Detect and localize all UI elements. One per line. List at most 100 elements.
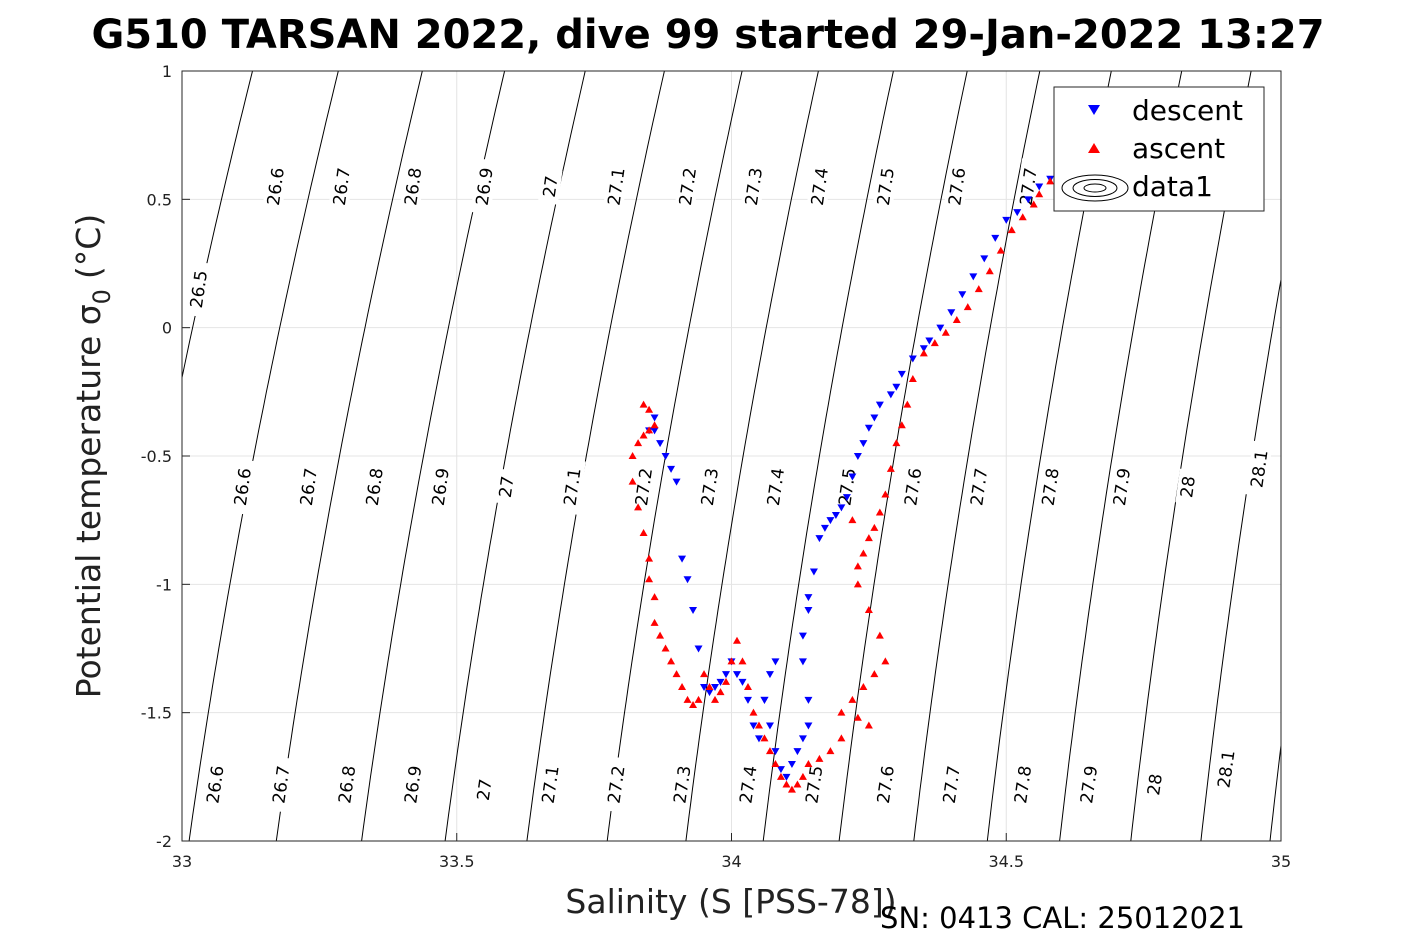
ascent-point-17 <box>886 464 895 472</box>
contour-label-bg-33 <box>471 771 497 808</box>
ascent-point-21 <box>864 534 873 542</box>
contour-label-bg-30 <box>267 756 295 813</box>
contour-28.1 <box>1269 741 1281 841</box>
contour-label-16: 26.9 <box>426 458 454 515</box>
y-axis-label: Potential temperature σ0 (°C) <box>69 214 116 698</box>
contour-label-text-11: 27.6 <box>945 167 970 207</box>
contour-label-text-18: 27.1 <box>561 467 586 507</box>
contour-label-bg-39 <box>871 756 900 813</box>
descent-point-29 <box>809 568 818 576</box>
contour-27.4 <box>762 71 894 841</box>
ascent-point-79 <box>639 400 648 408</box>
contour-labels: 26.5 26.6 26.7 26.8 26.9 27 27.1 27.2 27.3 27.4 27… <box>184 158 1273 813</box>
contour-label-text-38: 27.5 <box>802 765 827 805</box>
descent-point-53 <box>722 671 731 679</box>
contour-26.7 <box>188 71 339 841</box>
contour-label-bg-42 <box>1075 756 1103 813</box>
ascent-point-44 <box>771 760 780 767</box>
footer-serial: SN: 0413 CAL: 25012021 <box>880 901 1245 935</box>
descent-point-60 <box>683 576 692 584</box>
descent-point-32 <box>798 632 807 640</box>
contour-label-bg-9 <box>805 158 834 215</box>
ascent-point-11 <box>930 339 939 347</box>
contour-label-text-43: 28 <box>1144 773 1167 797</box>
y-tick-label-5: 0.5 <box>147 190 172 209</box>
contour-label-bg-36 <box>668 756 696 813</box>
contour-label-text-20: 27.3 <box>698 467 723 507</box>
y-tick-label-3: -0.5 <box>141 447 172 466</box>
ascent-point-69 <box>645 554 654 562</box>
contour-label-bg-10 <box>871 158 900 215</box>
contour-label-bg-27 <box>1175 468 1200 506</box>
descent-point-41 <box>771 748 780 756</box>
descent-point-34 <box>804 696 813 704</box>
ascent-point-23 <box>853 562 862 570</box>
contour-label-bg-26 <box>1107 458 1136 515</box>
descent-point-16 <box>886 391 895 399</box>
contour-label-text-44: 28.1 <box>1214 749 1239 789</box>
contour-label-text-6: 27.1 <box>605 167 630 207</box>
ascent-point-37 <box>815 754 824 762</box>
contour-label-18: 27.1 <box>558 458 586 515</box>
ascent-point-42 <box>782 780 791 788</box>
descent-point-39 <box>782 773 791 781</box>
descent-point-31 <box>804 607 813 614</box>
ascent-point-70 <box>639 529 648 536</box>
contour-27.1 <box>526 71 665 841</box>
legend: descent ascent data1 <box>1053 86 1265 212</box>
ascent-point-1 <box>1035 190 1044 198</box>
ascent-point-77 <box>650 421 659 429</box>
y-axis-label-main: Potential temperature σ <box>69 304 108 698</box>
ascent-point-22 <box>859 549 868 557</box>
descent-point-51 <box>732 671 741 679</box>
descent-point-11 <box>925 337 934 345</box>
descent-point-42 <box>765 722 774 730</box>
ascent-point-63 <box>667 657 676 665</box>
ascent-point-53 <box>722 677 731 685</box>
contour-label-text-32: 26.9 <box>401 765 426 805</box>
contour-label-1: 26.6 <box>261 158 290 215</box>
contour-label-20: 27.3 <box>695 458 724 515</box>
y-axis-label-sub: 0 <box>88 289 116 304</box>
contour-label-bg-8 <box>739 158 768 215</box>
contour-label-text-8: 27.3 <box>742 167 767 207</box>
ascent-point-75 <box>639 431 648 439</box>
contour-label-bg-24 <box>965 458 993 515</box>
ascent-point-10 <box>941 328 950 336</box>
contour-label-23: 27.6 <box>899 458 927 515</box>
ascent-point-32 <box>837 708 846 716</box>
ascent-point-67 <box>650 593 659 601</box>
contour-label-bg-41 <box>1009 756 1037 813</box>
ascent-point-60 <box>683 695 692 703</box>
contour-label-text-22: 27.5 <box>835 467 860 507</box>
contour-label-bg-17 <box>493 468 519 506</box>
descent-point-18 <box>870 414 879 422</box>
contour-label-text-37: 27.4 <box>736 765 761 805</box>
y-tick-label-6: 1 <box>162 62 172 81</box>
ascent-point-16 <box>892 439 901 447</box>
contour-label-bg-32 <box>399 756 427 813</box>
descent-point-33 <box>798 658 807 666</box>
ascent-point-47 <box>754 721 763 729</box>
y-tick-label-4: 0 <box>162 319 172 338</box>
descent-point-61 <box>678 555 687 563</box>
contour-label-text-14: 26.7 <box>297 467 322 507</box>
ascent-point-57 <box>700 670 709 678</box>
ascent-point-27 <box>875 631 884 639</box>
contour-label-9: 27.4 <box>805 158 834 215</box>
ascent-point-14 <box>903 400 912 408</box>
descent-point-67 <box>650 414 659 422</box>
contour-label-4: 26.9 <box>470 158 498 215</box>
descent-point-6 <box>980 255 989 263</box>
contour-label-text-15: 26.8 <box>363 467 388 507</box>
contour-label-text-30: 26.7 <box>269 765 294 805</box>
contour-label-bg-14 <box>294 458 323 515</box>
contour-label-40: 27.7 <box>937 756 965 813</box>
ascent-point-12 <box>919 349 928 357</box>
contour-label-43: 28 <box>1142 766 1167 803</box>
descent-point-55 <box>711 684 720 691</box>
contour-label-text-4: 26.9 <box>473 167 498 207</box>
ascent-point-58 <box>694 695 703 703</box>
contour-label-bg-12 <box>1014 158 1042 215</box>
